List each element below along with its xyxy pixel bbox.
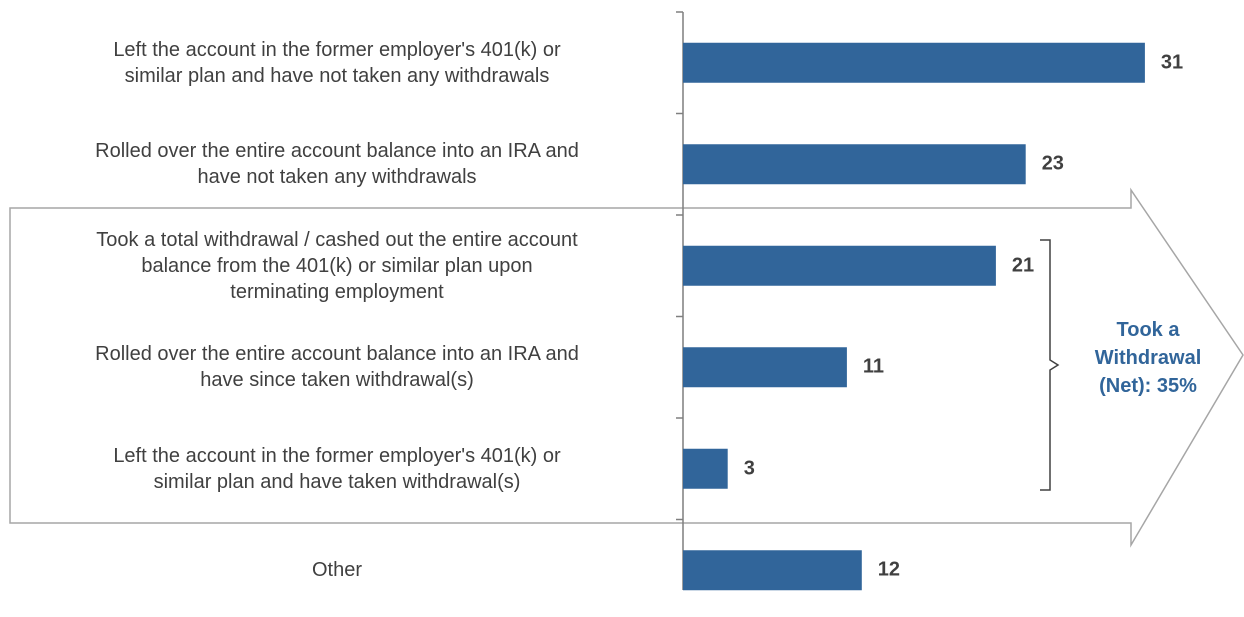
category-label: Left the account in the former employer'… (113, 444, 561, 493)
bar (683, 144, 1026, 185)
bar (683, 347, 847, 388)
category-label: Rolled over the entire account balance i… (95, 343, 579, 392)
category-label: Took a total withdrawal / cashed out the… (96, 228, 578, 303)
value-label: 23 (1041, 152, 1064, 175)
category-label: Other (311, 559, 363, 582)
arrow-frame (9, 187, 1244, 548)
bar (683, 42, 1145, 83)
annotation: Took a Withdrawal (Net): 35% (1094, 319, 1202, 397)
value-label: 12 (877, 558, 901, 581)
category-label: Rolled over the entire account balance i… (95, 140, 579, 189)
value-label: 11 (862, 355, 885, 378)
bar (683, 550, 862, 591)
value-label: 3 (743, 457, 755, 480)
bar (683, 448, 728, 489)
bar (683, 245, 996, 286)
bracket (1040, 239, 1060, 491)
category-label: Left the account in the former employer'… (113, 38, 561, 87)
value-label: 21 (1011, 254, 1035, 277)
value-label: 31 (1160, 51, 1184, 74)
